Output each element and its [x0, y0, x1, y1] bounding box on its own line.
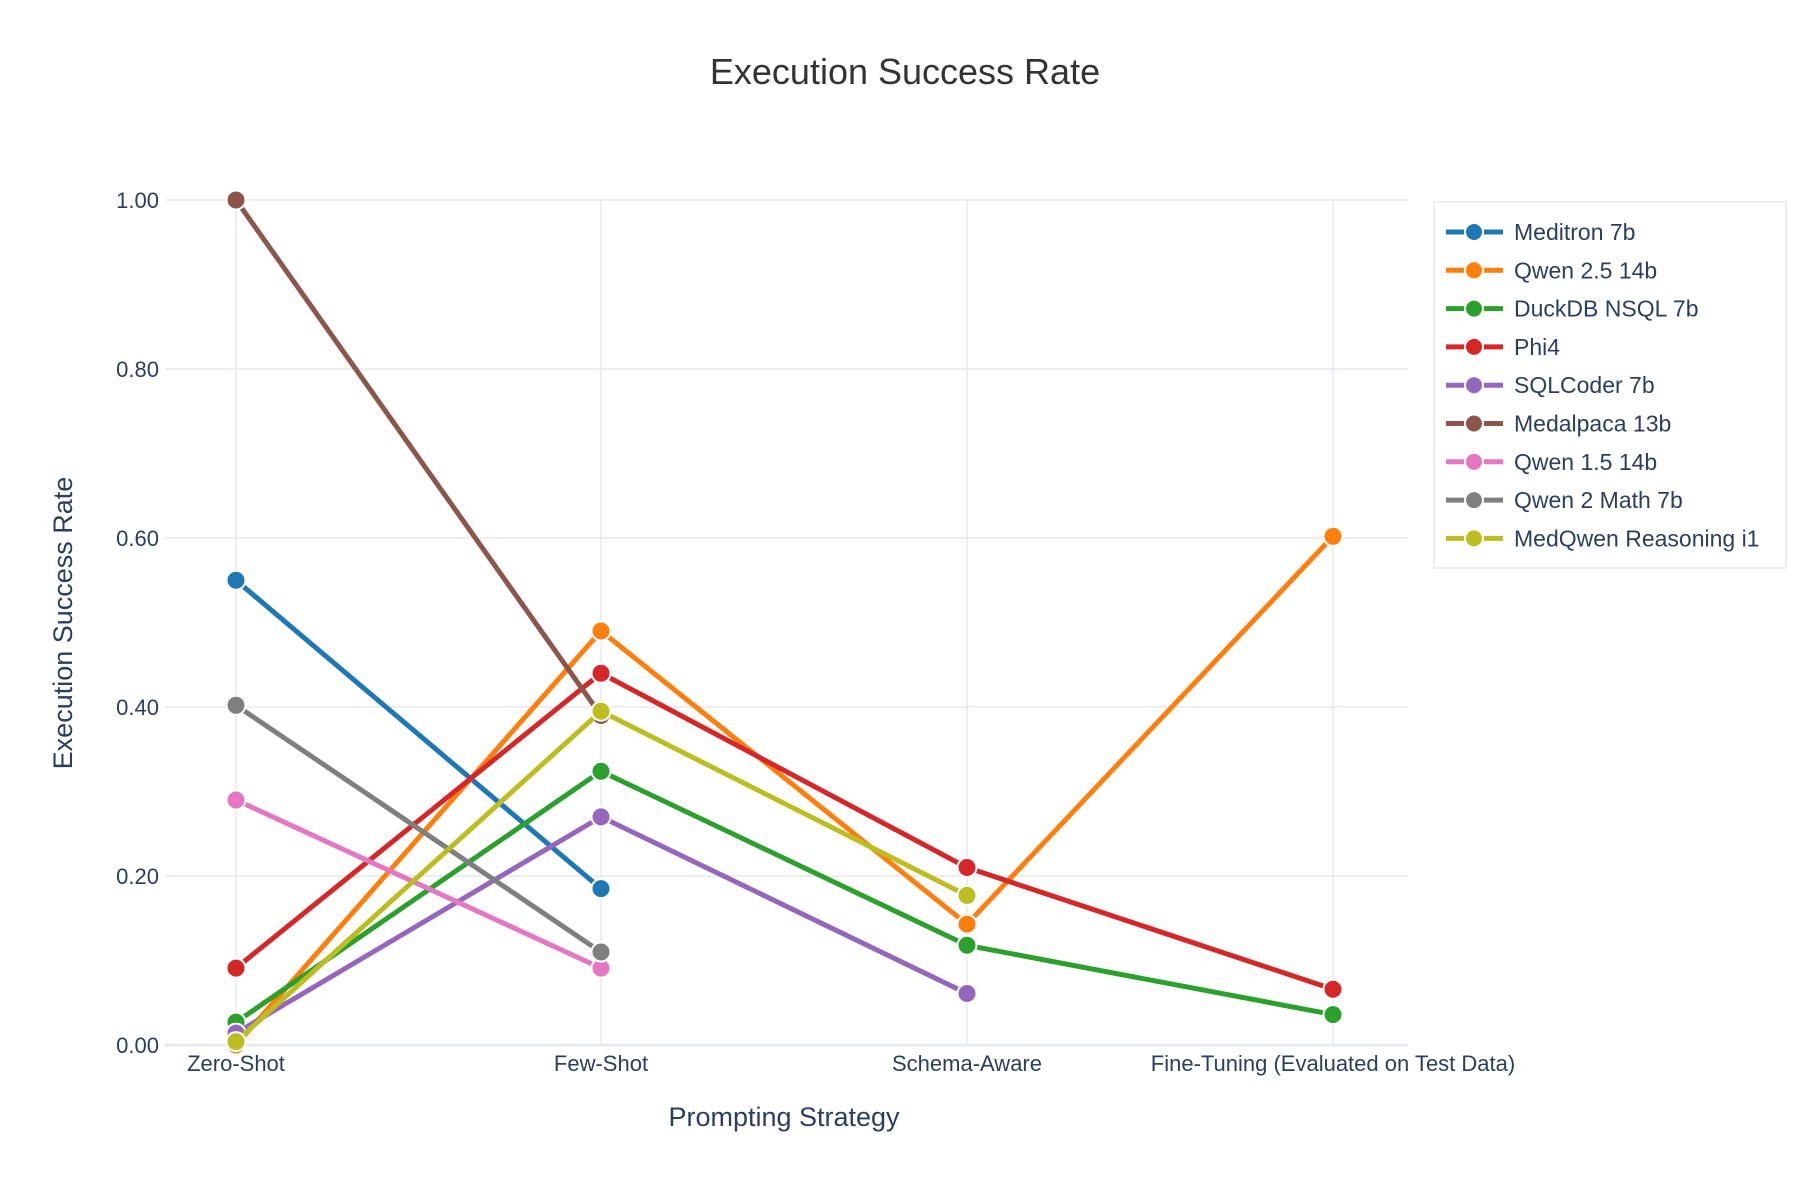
legend-item[interactable]: Qwen 1.5 14b — [1446, 449, 1657, 475]
data-point[interactable] — [956, 982, 978, 1004]
legend-label: Qwen 1.5 14b — [1514, 449, 1657, 475]
data-point[interactable] — [590, 620, 612, 642]
legend-item[interactable]: Medalpaca 13b — [1446, 411, 1671, 437]
y-tick-label: 0.40 — [116, 695, 159, 720]
legend-swatch-marker — [1464, 413, 1484, 434]
series-line — [233, 198, 604, 717]
data-point[interactable] — [590, 806, 612, 828]
series-line — [234, 768, 1334, 1025]
data-point[interactable] — [956, 884, 978, 906]
series-line — [234, 703, 603, 955]
legend-item[interactable]: Meditron 7b — [1446, 219, 1635, 245]
data-point[interactable] — [225, 1031, 247, 1053]
data-point[interactable] — [225, 569, 247, 591]
legend-label: MedQwen Reasoning i1 — [1514, 525, 1759, 551]
legend[interactable]: Meditron 7b Qwen 2.5 14b DuckDB NSQL 7b Phi… — [1433, 201, 1787, 569]
data-point[interactable] — [956, 857, 978, 879]
chart-title: Execution Success Rate — [710, 51, 1100, 92]
data-point[interactable] — [1322, 978, 1344, 1000]
x-axis-title: Prompting Strategy — [668, 1102, 900, 1132]
series-2 — [225, 760, 1344, 1033]
legend-swatch-marker — [1464, 298, 1484, 319]
legend-item[interactable]: DuckDB NSQL 7b — [1446, 296, 1699, 322]
y-axis-ticks: 0.00 0.20 0.40 0.60 0.80 1.00 — [116, 188, 159, 1058]
data-point[interactable] — [590, 878, 612, 900]
grid — [165, 199, 1408, 1047]
legend-swatch-marker — [1464, 375, 1484, 396]
x-tick-label: Few-Shot — [554, 1051, 648, 1076]
legend-label: Meditron 7b — [1514, 219, 1635, 245]
legend-item[interactable]: SQLCoder 7b — [1446, 372, 1655, 398]
legend-label: Qwen 2 Math 7b — [1514, 487, 1683, 513]
series-8 — [225, 700, 978, 1053]
data-point[interactable] — [225, 957, 247, 979]
data-point[interactable] — [225, 694, 247, 716]
y-tick-label: 0.60 — [116, 526, 159, 551]
legend-swatch-marker — [1464, 451, 1484, 472]
series-line — [234, 670, 1334, 992]
legend-swatch-marker — [1464, 528, 1484, 549]
x-tick-label: Fine-Tuning (Evaluated on Test Data) — [1151, 1051, 1515, 1076]
series-line — [234, 578, 603, 891]
data-point[interactable] — [590, 700, 612, 722]
data-point[interactable] — [956, 934, 978, 956]
series-line — [234, 797, 603, 971]
series-3 — [225, 662, 1344, 1000]
series-0 — [225, 569, 612, 900]
series-line — [234, 534, 1335, 1047]
x-axis-ticks: Zero-Shot Few-Shot Schema-Aware Fine-Tuning… — [187, 1051, 1515, 1076]
data-point[interactable] — [1322, 525, 1344, 547]
legend-label: SQLCoder 7b — [1514, 372, 1655, 398]
data-point[interactable] — [225, 789, 247, 811]
legend-label: DuckDB NSQL 7b — [1514, 296, 1699, 322]
y-tick-label: 1.00 — [116, 188, 159, 213]
legend-label: Qwen 2.5 14b — [1514, 257, 1657, 283]
y-tick-label: 0.20 — [116, 864, 159, 889]
data-point[interactable] — [590, 941, 612, 963]
data-point[interactable] — [225, 189, 247, 211]
legend-swatch-marker — [1464, 490, 1484, 511]
data-point[interactable] — [956, 913, 978, 935]
legend-item[interactable]: Phi4 — [1446, 334, 1560, 360]
legend-swatch-marker — [1464, 260, 1484, 281]
x-tick-label: Schema-Aware — [892, 1051, 1042, 1076]
y-tick-label: 0.00 — [116, 1033, 159, 1058]
legend-label: Phi4 — [1514, 334, 1560, 360]
y-tick-label: 0.80 — [116, 357, 159, 382]
legend-swatch-marker — [1464, 336, 1484, 357]
legend-item[interactable]: Qwen 2.5 14b — [1446, 257, 1657, 283]
series-7 — [225, 694, 612, 963]
data-point[interactable] — [590, 662, 612, 684]
series-layer — [225, 189, 1344, 1056]
y-axis-title: Execution Success Rate — [48, 477, 78, 770]
legend-swatch-marker — [1464, 222, 1484, 242]
legend-item[interactable]: Qwen 2 Math 7b — [1446, 487, 1683, 513]
legend-label: Medalpaca 13b — [1514, 411, 1671, 437]
legend-item[interactable]: MedQwen Reasoning i1 — [1446, 525, 1759, 551]
data-point[interactable] — [590, 760, 612, 782]
data-point[interactable] — [1322, 1004, 1344, 1026]
